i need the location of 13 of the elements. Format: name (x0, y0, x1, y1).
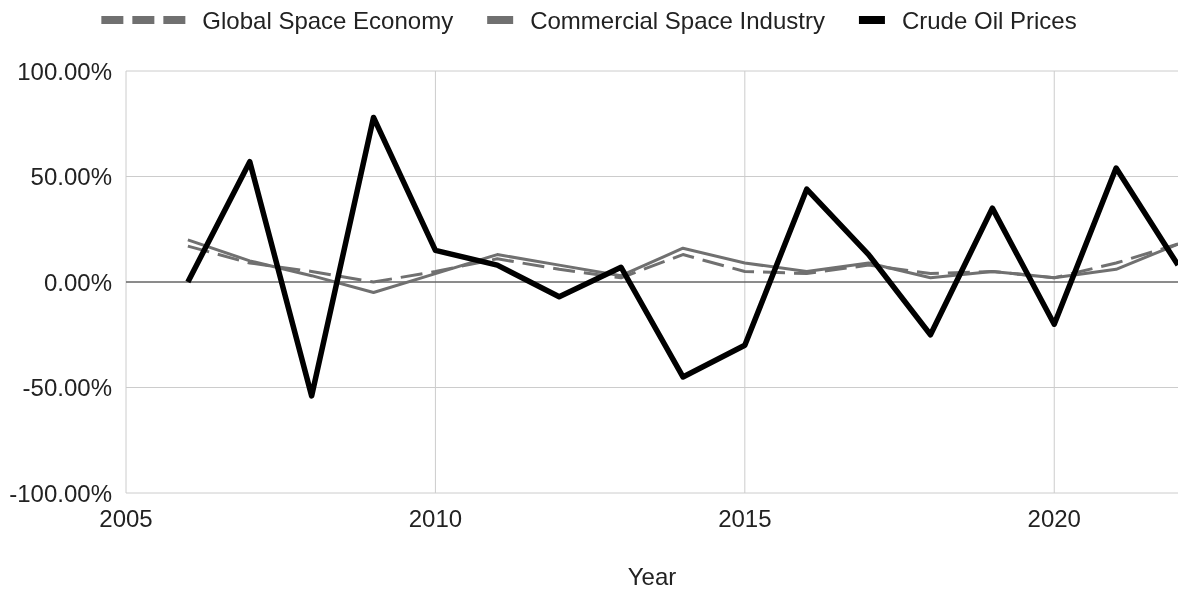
y-tick-label: 50.00% (30, 163, 112, 190)
x-axis-title: Year (627, 563, 677, 590)
x-tick-label: 2005 (99, 505, 153, 532)
y-tick-label: 100.00% (17, 57, 112, 85)
x-tick-label: 2020 (1027, 505, 1081, 532)
x-tick-label: 2010 (408, 505, 463, 532)
legend-label: Global Space Economy (202, 7, 454, 34)
y-tick-label: 0.00% (43, 268, 112, 296)
legend-label: Crude Oil Prices (901, 7, 1077, 34)
y-tick-label: -100.00% (9, 479, 112, 507)
y-tick-label: -50.00% (22, 374, 112, 401)
x-tick-label: 2015 (718, 505, 772, 532)
legend-label: Commercial Space Industry (530, 7, 825, 34)
